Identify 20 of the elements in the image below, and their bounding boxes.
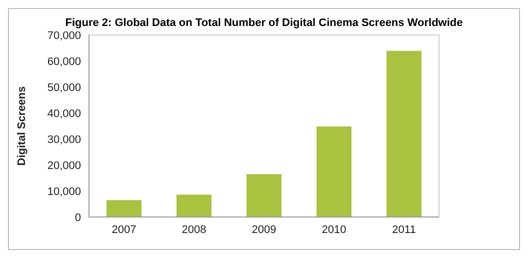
y-tick-label: 50,000 bbox=[47, 82, 81, 94]
bar bbox=[246, 174, 282, 217]
x-tick-label: 2007 bbox=[112, 224, 136, 236]
x-tick-label: 2010 bbox=[322, 224, 346, 236]
chart-title: Figure 2: Global Data on Total Number of Digital Cinema Screens Worldwide bbox=[64, 17, 464, 29]
y-axis-title: Digital Screens bbox=[16, 86, 28, 166]
x-tick-label: 2009 bbox=[252, 224, 276, 236]
bar bbox=[316, 126, 352, 217]
y-tick-label: 30,000 bbox=[47, 134, 81, 146]
y-tick-label: 20,000 bbox=[47, 160, 81, 172]
bar bbox=[176, 194, 212, 217]
bar bbox=[106, 200, 142, 217]
bar bbox=[386, 50, 422, 217]
y-tick-label: 0 bbox=[74, 212, 81, 224]
x-tick-label: 2011 bbox=[392, 224, 416, 236]
y-tick-label: 70,000 bbox=[47, 30, 81, 42]
y-tick-label: 40,000 bbox=[47, 108, 81, 120]
x-tick-label: 2008 bbox=[182, 224, 206, 236]
y-tick-label: 60,000 bbox=[47, 56, 81, 68]
y-tick-label: 10,000 bbox=[47, 186, 81, 198]
